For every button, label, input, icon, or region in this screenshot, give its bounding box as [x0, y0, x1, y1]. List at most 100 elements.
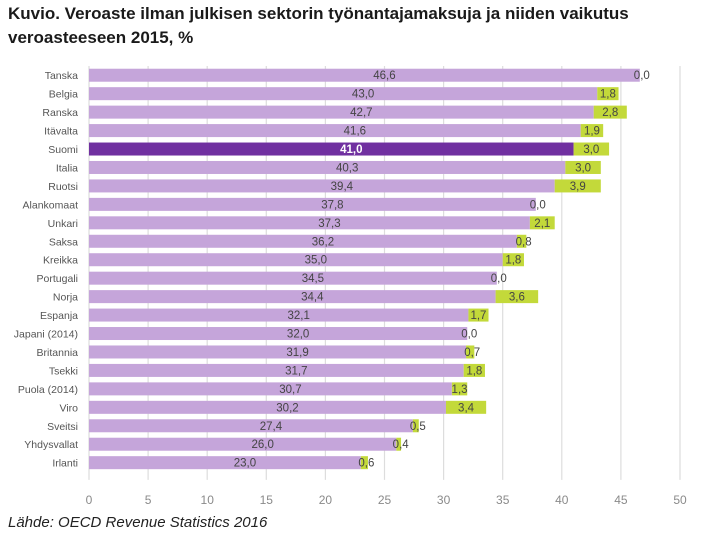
value-label-base: 23,0 [234, 458, 256, 470]
bar-employer-contrib [597, 87, 619, 101]
bar-employer-contrib [573, 142, 610, 156]
bar-base [89, 363, 464, 377]
bar-base [89, 419, 413, 433]
value-label-base: 30,7 [279, 384, 301, 396]
value-label-employer-contrib: 1,9 [584, 126, 600, 138]
value-label-base: 39,4 [331, 181, 354, 193]
bar-chart: 46,6 0,0 43,0 1,8 42,7 2,8 41,6 1,9 41,0 3,0 40,3 3… [14, 66, 687, 507]
bar-employer-contrib [495, 290, 539, 304]
bar-base [89, 216, 530, 230]
category-label: Ranska [42, 107, 78, 119]
value-label-base: 34,5 [302, 273, 324, 285]
bar-base [89, 234, 517, 248]
bar-employer-contrib [468, 308, 489, 322]
source-note: Lähde: OECD Revenue Statistics 2016 [8, 514, 268, 531]
bars: 46,6 0,0 43,0 1,8 42,7 2,8 41,6 1,9 41,0 3,0 40,3 3… [89, 68, 650, 470]
bar-base [89, 271, 497, 285]
category-label: Norja [53, 292, 78, 304]
category-label: Italia [56, 162, 78, 174]
bar-base [89, 456, 361, 470]
bar-employer-contrib [580, 124, 604, 138]
bar-employer-contrib [502, 253, 524, 267]
chart-title: Kuvio. Veroaste ilman julkisen sektorin … [8, 4, 629, 47]
bar-employer-contrib [529, 216, 555, 230]
category-label: Espanja [40, 310, 78, 322]
bar-employer-contrib [396, 437, 402, 451]
bar-employer-contrib [412, 419, 419, 433]
value-label-employer-contrib: 0,0 [530, 199, 546, 211]
category-label: Japani (2014) [14, 329, 78, 341]
value-label-base: 26,0 [251, 439, 273, 451]
value-label-base: 32,1 [288, 310, 310, 322]
x-tick-label: 25 [378, 493, 392, 507]
value-label-employer-contrib: 3,9 [570, 181, 586, 193]
value-label-employer-contrib: 3,6 [509, 292, 525, 304]
category-label: Saksa [49, 236, 78, 248]
value-label-employer-contrib: 0,7 [464, 347, 480, 359]
value-label-employer-contrib: 3,0 [575, 162, 591, 174]
category-label: Yhdysvallat [24, 439, 78, 451]
value-label-employer-contrib: 0,6 [358, 458, 374, 470]
value-label-base: 40,3 [336, 162, 358, 174]
value-label-base: 42,7 [350, 107, 372, 119]
x-tick-label: 30 [437, 493, 451, 507]
value-label-base: 43,0 [352, 89, 374, 101]
value-label-base: 34,4 [301, 292, 324, 304]
value-label-employer-contrib: 1,8 [466, 365, 482, 377]
bar-base [89, 345, 467, 359]
value-label-employer-contrib: 3,4 [458, 402, 475, 414]
value-label-employer-contrib: 0,0 [634, 70, 650, 82]
bar-employer-contrib [451, 382, 468, 396]
category-label: Kreikka [43, 255, 78, 267]
value-label-employer-contrib: 0,8 [516, 236, 532, 248]
category-label: Alankomaat [23, 199, 79, 211]
bar-base [89, 124, 581, 138]
value-label-employer-contrib: 0,0 [461, 329, 477, 341]
category-label: Suomi [48, 144, 78, 156]
category-label: Tsekki [49, 365, 78, 377]
value-label-employer-contrib: 1,8 [600, 89, 616, 101]
value-label-employer-contrib: 2,1 [534, 218, 550, 230]
value-label-employer-contrib: 0,5 [410, 421, 426, 433]
value-label-base: 31,9 [286, 347, 308, 359]
category-label: Puola (2014) [18, 384, 78, 396]
x-tick-label: 45 [614, 493, 628, 507]
bar-base [89, 160, 566, 174]
bar-employer-contrib [445, 400, 487, 414]
bar-employer-contrib [554, 179, 601, 193]
x-tick-label: 35 [496, 493, 510, 507]
category-label: Belgia [49, 89, 78, 101]
category-label: Irlanti [52, 458, 78, 470]
category-label: Unkari [48, 218, 78, 230]
value-label-employer-contrib: 0,0 [491, 273, 507, 285]
value-label-base: 46,6 [373, 70, 395, 82]
value-label-base: 27,4 [260, 421, 283, 433]
bar-employer-contrib [516, 234, 527, 248]
bar-base [89, 308, 469, 322]
bar-employer-contrib [360, 456, 368, 470]
category-label: Britannia [37, 347, 79, 359]
value-label-employer-contrib: 1,7 [470, 310, 486, 322]
bar-employer-contrib [466, 345, 475, 359]
value-label-employer-contrib: 1,8 [505, 255, 521, 267]
x-tick-label: 10 [201, 493, 215, 507]
value-label-employer-contrib: 2,8 [602, 107, 618, 119]
x-tick-label: 0 [86, 493, 93, 507]
category-label: Ruotsi [48, 181, 78, 193]
category-label: Tanska [45, 70, 78, 82]
value-label-base: 37,8 [321, 199, 343, 211]
category-label: Viro [60, 402, 79, 414]
bar-base [89, 179, 555, 193]
value-label-base: 37,3 [318, 218, 340, 230]
bar-base [89, 327, 468, 341]
category-label: Itävalta [44, 126, 78, 138]
bar-base [89, 68, 640, 82]
bar-employer-contrib [565, 160, 601, 174]
bar-base [89, 197, 536, 211]
x-tick-label: 50 [673, 493, 687, 507]
category-label: Sveitsi [47, 421, 78, 433]
value-label-base: 31,7 [285, 365, 307, 377]
bar-employer-contrib [463, 363, 485, 377]
value-label-base: 30,2 [276, 402, 298, 414]
bar-base [89, 382, 452, 396]
